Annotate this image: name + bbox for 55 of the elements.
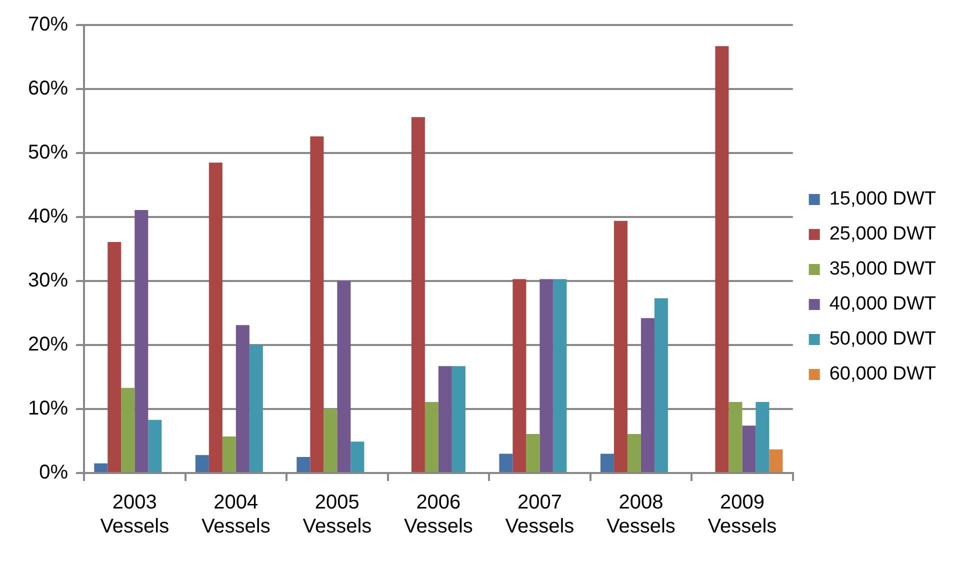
bar [208,162,222,472]
bar [438,366,452,472]
bar [121,388,135,472]
bar [640,318,654,472]
bar [236,325,250,472]
bar [134,210,148,472]
legend-label: 35,000 DWT [829,258,936,280]
y-tick-label: 50% [28,142,68,164]
bar [195,455,209,472]
y-tick-label: 10% [28,398,68,420]
bar [526,434,540,472]
bar [94,463,108,472]
bar [424,402,438,472]
bar [499,454,513,472]
bar [310,136,324,472]
bar [742,426,756,472]
legend-label: 40,000 DWT [829,294,936,315]
bar [108,242,122,472]
x-tick-label: 2006 Vessels [404,492,473,538]
bar [452,366,466,472]
bar [756,402,770,472]
bar [249,345,263,472]
bar [728,402,742,472]
legend-label: 50,000 DWT [829,328,936,350]
bar [627,434,641,472]
legend-label: 25,000 DWT [829,224,936,245]
x-tick-label: 2008 Vessels [606,492,676,538]
x-tick-label: 2003 Vessels [100,492,170,538]
bar [540,279,554,472]
bar [296,457,310,472]
bar [614,220,628,472]
bar [600,454,614,472]
bar [350,442,364,472]
legend-label: 60,000 DWT [829,364,936,385]
y-tick-label: 0% [39,462,68,484]
bar [337,281,351,472]
y-tick-label: 40% [28,206,68,228]
y-tick-label: 60% [28,78,68,100]
bar [411,117,425,472]
y-tick-label: 20% [28,334,68,356]
bar [324,409,338,472]
x-tick-label: 2009 Vessels [708,492,777,538]
bar [148,420,162,472]
y-tick-label: 70% [28,14,68,36]
bar [769,449,783,472]
x-tick-label: 2005 Vessels [302,492,372,538]
bar [512,279,526,472]
bar [222,436,236,472]
x-tick-label: 2004 Vessels [201,492,270,538]
y-tick-label: 30% [28,270,68,292]
bar [715,46,729,472]
bar [553,279,567,472]
x-tick-label: 2007 Vessels [505,492,574,538]
bar [654,298,668,472]
legend-label: 15,000 DWT [829,188,936,210]
